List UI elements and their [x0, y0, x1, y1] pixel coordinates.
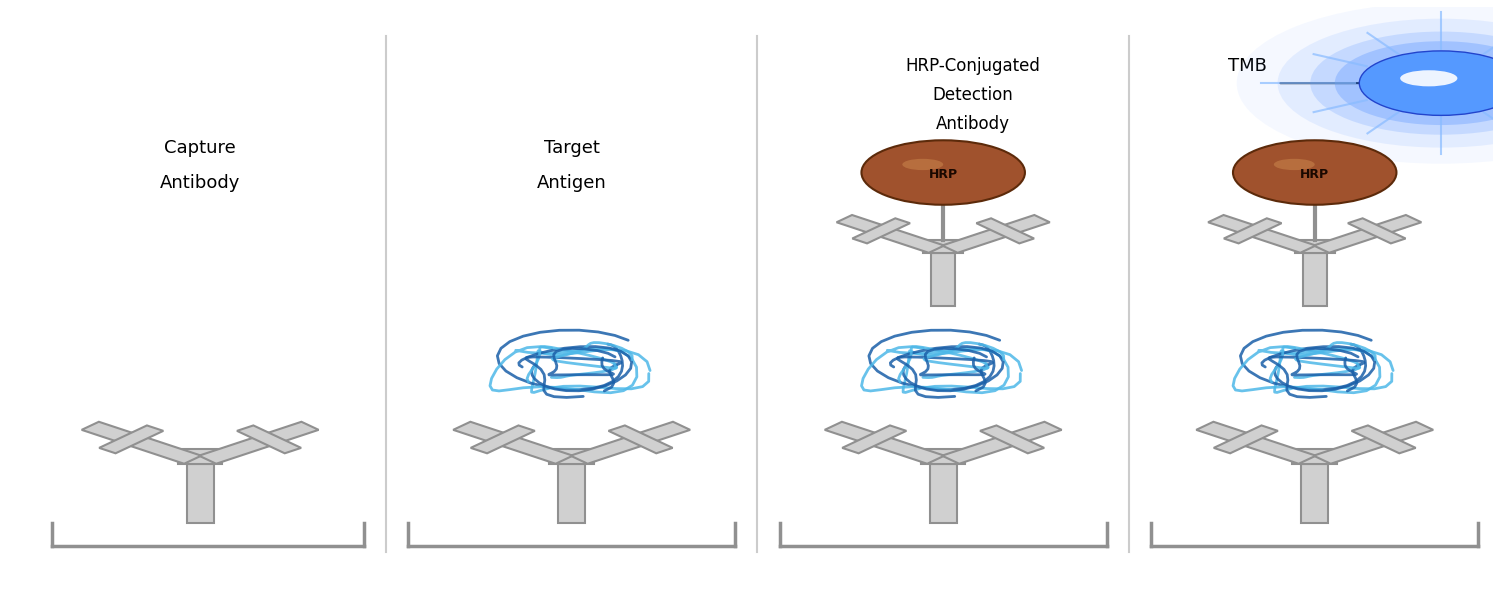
- Polygon shape: [825, 422, 945, 464]
- Polygon shape: [1208, 215, 1316, 253]
- Polygon shape: [237, 425, 302, 454]
- Polygon shape: [976, 218, 1034, 244]
- Text: Antigen: Antigen: [537, 174, 606, 192]
- Polygon shape: [1302, 253, 1328, 306]
- Polygon shape: [1302, 464, 1328, 523]
- Polygon shape: [921, 449, 966, 464]
- Polygon shape: [852, 218, 910, 244]
- Polygon shape: [81, 422, 201, 464]
- Polygon shape: [471, 425, 536, 454]
- Circle shape: [1311, 32, 1500, 135]
- Circle shape: [1335, 41, 1500, 125]
- Polygon shape: [1293, 449, 1336, 464]
- Polygon shape: [1224, 218, 1281, 244]
- Text: HRP: HRP: [928, 167, 958, 181]
- Text: Capture: Capture: [165, 139, 236, 157]
- Polygon shape: [837, 215, 944, 253]
- Polygon shape: [200, 422, 318, 464]
- Polygon shape: [922, 240, 963, 253]
- Text: TMB: TMB: [1228, 56, 1268, 74]
- Circle shape: [1233, 140, 1397, 205]
- Polygon shape: [609, 425, 672, 454]
- Text: HRP-Conjugated: HRP-Conjugated: [906, 56, 1041, 74]
- Polygon shape: [980, 425, 1044, 454]
- Polygon shape: [842, 425, 906, 454]
- Polygon shape: [99, 425, 164, 454]
- Ellipse shape: [903, 159, 944, 170]
- Polygon shape: [942, 215, 1050, 253]
- Text: Antibody: Antibody: [936, 115, 1010, 133]
- Polygon shape: [1348, 218, 1406, 244]
- Circle shape: [1236, 2, 1500, 164]
- Polygon shape: [178, 449, 222, 464]
- Polygon shape: [1196, 422, 1316, 464]
- Polygon shape: [942, 422, 1062, 464]
- Polygon shape: [1214, 425, 1278, 454]
- Circle shape: [1278, 19, 1500, 148]
- Text: Detection: Detection: [933, 86, 1014, 104]
- Polygon shape: [932, 253, 956, 306]
- Circle shape: [1359, 51, 1500, 115]
- Ellipse shape: [1274, 159, 1314, 170]
- Text: Target: Target: [543, 139, 600, 157]
- Circle shape: [861, 140, 1024, 205]
- Polygon shape: [453, 422, 573, 464]
- Text: HRP: HRP: [1300, 167, 1329, 181]
- Polygon shape: [558, 464, 585, 523]
- Polygon shape: [1314, 422, 1432, 464]
- Ellipse shape: [1400, 70, 1458, 86]
- Polygon shape: [1294, 240, 1335, 253]
- Text: Antibody: Antibody: [160, 174, 240, 192]
- Polygon shape: [188, 464, 213, 523]
- Polygon shape: [930, 464, 957, 523]
- Polygon shape: [570, 422, 690, 464]
- Polygon shape: [549, 449, 594, 464]
- Polygon shape: [1352, 425, 1416, 454]
- Polygon shape: [1314, 215, 1422, 253]
